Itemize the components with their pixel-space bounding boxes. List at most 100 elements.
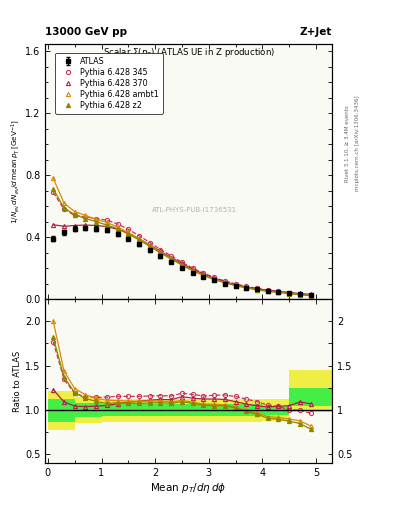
Pythia 6.428 345 [147, 240, 152, 246]
Pythia 6.428 345 [244, 283, 249, 289]
Line: Pythia 6.428 370: Pythia 6.428 370 [51, 223, 313, 296]
Text: ATL-PHYS-PUB-I1736531: ATL-PHYS-PUB-I1736531 [152, 207, 237, 212]
Pythia 6.428 ambt1 [265, 288, 270, 294]
Pythia 6.428 z2 [212, 276, 217, 283]
Pythia 6.428 370 [105, 224, 109, 230]
Text: Scalar $\Sigma(p_T)$ (ATLAS UE in Z production): Scalar $\Sigma(p_T)$ (ATLAS UE in Z prod… [103, 46, 275, 59]
Pythia 6.428 370 [158, 248, 163, 254]
Pythia 6.428 ambt1 [287, 290, 292, 296]
Pythia 6.428 370 [126, 230, 130, 237]
Text: Z+Jet: Z+Jet [300, 27, 332, 37]
Pythia 6.428 ambt1 [137, 236, 141, 242]
Pythia 6.428 z2 [62, 205, 66, 211]
Pythia 6.428 345 [276, 288, 281, 294]
Pythia 6.428 370 [298, 290, 302, 296]
Pythia 6.428 345 [190, 265, 195, 271]
Pythia 6.428 370 [169, 254, 174, 261]
Pythia 6.428 z2 [147, 243, 152, 249]
Pythia 6.428 ambt1 [308, 292, 313, 298]
Pythia 6.428 370 [94, 222, 99, 228]
Pythia 6.428 370 [201, 271, 206, 277]
Pythia 6.428 ambt1 [255, 287, 259, 293]
Pythia 6.428 370 [244, 284, 249, 290]
Pythia 6.428 z2 [222, 280, 227, 286]
Pythia 6.428 ambt1 [72, 208, 77, 215]
Pythia 6.428 345 [126, 226, 130, 232]
Legend: ATLAS, Pythia 6.428 345, Pythia 6.428 370, Pythia 6.428 ambt1, Pythia 6.428 z2: ATLAS, Pythia 6.428 345, Pythia 6.428 37… [55, 53, 163, 114]
Pythia 6.428 ambt1 [298, 291, 302, 297]
Pythia 6.428 z2 [158, 250, 163, 256]
Pythia 6.428 z2 [287, 291, 292, 297]
Pythia 6.428 ambt1 [212, 276, 217, 282]
Pythia 6.428 ambt1 [233, 283, 238, 289]
Pythia 6.428 370 [212, 275, 217, 281]
Pythia 6.428 z2 [169, 256, 174, 262]
Pythia 6.428 345 [201, 270, 206, 276]
Pythia 6.428 370 [276, 288, 281, 294]
Pythia 6.428 z2 [126, 231, 130, 237]
Pythia 6.428 ambt1 [126, 229, 130, 236]
Pythia 6.428 ambt1 [94, 216, 99, 222]
Pythia 6.428 ambt1 [201, 272, 206, 278]
Pythia 6.428 ambt1 [83, 212, 88, 219]
Pythia 6.428 370 [255, 286, 259, 292]
Pythia 6.428 370 [83, 222, 88, 228]
Pythia 6.428 ambt1 [244, 285, 249, 291]
Pythia 6.428 345 [105, 217, 109, 223]
Pythia 6.428 ambt1 [115, 224, 120, 230]
Pythia 6.428 z2 [51, 186, 55, 192]
Pythia 6.428 370 [190, 266, 195, 272]
Pythia 6.428 345 [265, 287, 270, 293]
Pythia 6.428 370 [233, 282, 238, 288]
Pythia 6.428 z2 [308, 292, 313, 298]
Pythia 6.428 370 [51, 222, 55, 228]
Pythia 6.428 z2 [255, 287, 259, 293]
Pythia 6.428 345 [212, 274, 217, 281]
Pythia 6.428 370 [308, 291, 313, 297]
Text: 13000 GeV pp: 13000 GeV pp [45, 27, 127, 37]
Pythia 6.428 ambt1 [190, 267, 195, 273]
Pythia 6.428 ambt1 [180, 262, 184, 268]
Pythia 6.428 345 [94, 216, 99, 222]
Pythia 6.428 z2 [83, 216, 88, 222]
Pythia 6.428 370 [147, 242, 152, 248]
Pythia 6.428 370 [137, 236, 141, 242]
Pythia 6.428 345 [115, 221, 120, 227]
Line: Pythia 6.428 ambt1: Pythia 6.428 ambt1 [51, 176, 313, 297]
Pythia 6.428 z2 [233, 283, 238, 289]
Y-axis label: $1/N_{ev}\,dN_{ev}/d\,\mathrm{mean}\,p_T\,[\mathrm{GeV}^{-1}]$: $1/N_{ev}\,dN_{ev}/d\,\mathrm{mean}\,p_T… [9, 119, 22, 224]
Pythia 6.428 370 [72, 222, 77, 228]
Pythia 6.428 z2 [137, 237, 141, 243]
Pythia 6.428 z2 [265, 288, 270, 294]
Pythia 6.428 z2 [190, 268, 195, 274]
Pythia 6.428 345 [255, 285, 259, 291]
Pythia 6.428 345 [62, 206, 66, 212]
X-axis label: Mean $p_T/d\eta\,d\phi$: Mean $p_T/d\eta\,d\phi$ [151, 481, 227, 495]
Pythia 6.428 345 [287, 290, 292, 296]
Pythia 6.428 370 [180, 261, 184, 267]
Pythia 6.428 z2 [244, 285, 249, 291]
Pythia 6.428 ambt1 [51, 175, 55, 181]
Pythia 6.428 345 [180, 259, 184, 265]
Pythia 6.428 ambt1 [62, 200, 66, 206]
Pythia 6.428 345 [137, 232, 141, 239]
Pythia 6.428 345 [308, 292, 313, 298]
Text: mcplots.cern.ch [arXiv:1306.3436]: mcplots.cern.ch [arXiv:1306.3436] [355, 96, 360, 191]
Pythia 6.428 345 [83, 214, 88, 220]
Pythia 6.428 ambt1 [276, 289, 281, 295]
Pythia 6.428 370 [287, 289, 292, 295]
Pythia 6.428 ambt1 [105, 219, 109, 225]
Pythia 6.428 345 [298, 291, 302, 297]
Line: Pythia 6.428 345: Pythia 6.428 345 [51, 190, 313, 297]
Text: Rivet 3.1.10, ≥ 3.4M events: Rivet 3.1.10, ≥ 3.4M events [345, 105, 350, 182]
Pythia 6.428 370 [115, 226, 120, 232]
Pythia 6.428 z2 [105, 222, 109, 228]
Pythia 6.428 345 [51, 189, 55, 195]
Pythia 6.428 z2 [298, 292, 302, 298]
Y-axis label: Ratio to ATLAS: Ratio to ATLAS [13, 351, 22, 412]
Pythia 6.428 345 [158, 246, 163, 252]
Pythia 6.428 370 [62, 223, 66, 229]
Pythia 6.428 z2 [201, 272, 206, 279]
Pythia 6.428 370 [222, 279, 227, 285]
Pythia 6.428 345 [169, 253, 174, 259]
